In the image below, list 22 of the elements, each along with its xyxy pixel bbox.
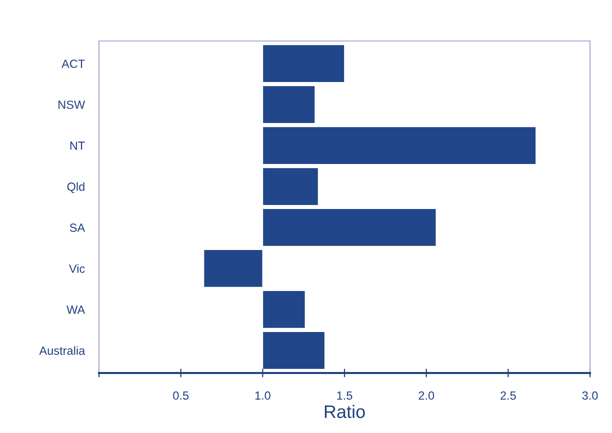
bar [262, 290, 306, 329]
bar [262, 126, 536, 165]
bar [262, 85, 316, 124]
x-tick-label: 2.0 [418, 391, 434, 400]
x-tick-label: 0.5 [173, 391, 189, 400]
y-tick-label: Vic [68, 264, 85, 273]
y-tick-label: ACT [62, 60, 85, 68]
bar [262, 44, 345, 83]
bar [203, 249, 264, 288]
x-tick-label: 2.5 [500, 391, 516, 400]
x-axis-title: Ratio [324, 404, 365, 418]
x-tick-label: 1.0 [255, 391, 270, 400]
y-tick-label: NSW [58, 100, 86, 109]
y-tick-label: SA [70, 224, 86, 232]
x-tick-label: 1.5 [337, 391, 352, 400]
y-tick-label: Australia [39, 346, 86, 355]
bar [262, 208, 437, 247]
y-tick-label: NT [70, 142, 85, 150]
bar [262, 167, 319, 206]
y-tick-label: Qld [67, 182, 84, 194]
y-tick-label: WA [66, 306, 86, 314]
x-tick-label: 3.0 [582, 391, 598, 400]
